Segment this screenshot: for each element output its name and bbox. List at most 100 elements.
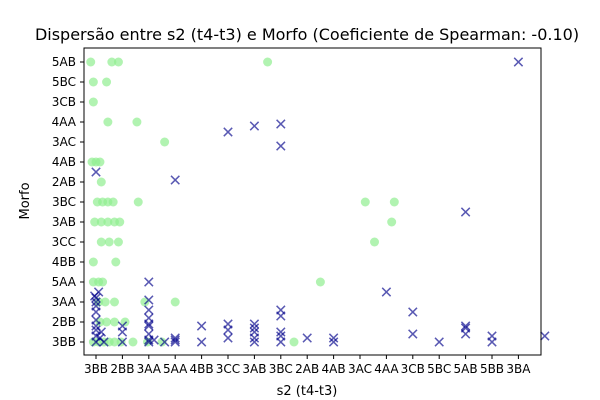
scatter-point-circle [120, 317, 130, 327]
x-tick-label: 5AB [454, 362, 478, 376]
scatter-point-circle [100, 297, 110, 307]
scatter-point-x [196, 321, 207, 331]
scatter-point-circle [132, 117, 142, 127]
scatter-point-x [487, 331, 497, 341]
scatter-point-circle [115, 217, 125, 227]
points-layer [86, 57, 550, 347]
y-tick-label: 3AB [52, 215, 76, 229]
scatter-point-x [144, 319, 154, 329]
scatter-point-circle [95, 157, 105, 167]
scatter-point-circle [108, 197, 118, 207]
y-tick-label: 2AB [52, 175, 76, 189]
y-tick-label: 5AB [52, 55, 76, 69]
x-tick-label: 3CB [401, 362, 425, 376]
scatter-point-x [223, 333, 233, 343]
x-tick-label: 2BB [110, 362, 134, 376]
scatter-point-x [513, 57, 524, 67]
y-tick-label: 3BC [52, 195, 76, 209]
scatter-point-circle [170, 297, 180, 307]
scatter-point-x [144, 295, 154, 305]
scatter-point-x [249, 319, 260, 329]
y-tick-label: 3CB [52, 95, 76, 109]
x-tick-label: 5BC [427, 362, 451, 376]
y-axis-ticks: 3BB 2BB 3AA 5AA 4BB 3CC 3AB 3BC 2AB 4AB 3AC 4AA 3CB 5… [52, 55, 84, 349]
y-tick-label: 4AA [52, 115, 77, 129]
scatter-point-circle [96, 237, 106, 247]
x-tick-label: 2AB [295, 362, 319, 376]
scatter-point-x [434, 337, 444, 347]
scatter-point-circle [113, 237, 123, 247]
scatter-point-circle [86, 57, 96, 67]
scatter-point-x [302, 333, 312, 343]
x-axis-label: s2 (t4-t3) [277, 384, 338, 399]
x-tick-label: 4AB [322, 362, 346, 376]
scatter-point-x [460, 207, 471, 217]
scatter-point-x [276, 119, 286, 129]
x-tick-label: 3AA [137, 362, 162, 376]
x-axis-ticks: 3BB 2BB 3AA 5AA 4BB 3CC 3AB 3BC 2AB 4AB 3AC 4AA 3CB 5… [84, 355, 531, 376]
scatter-point-x [144, 321, 154, 331]
scatter-point-x [196, 337, 207, 347]
scatter-point-circle [102, 77, 112, 87]
x-tick-label: 4BB [190, 362, 214, 376]
scatter-point-x [170, 175, 180, 185]
scatter-point-x [93, 287, 104, 297]
x-tick-label: 4AA [374, 362, 399, 376]
scatter-point-x [249, 121, 260, 131]
scatter-point-x [381, 287, 392, 297]
scatter-point-circle [111, 257, 121, 267]
scatter-point-x [149, 335, 159, 345]
x-tick-label: 3BC [269, 362, 293, 376]
scatter-point-x [170, 337, 180, 347]
scatter-point-x [144, 305, 154, 315]
x-tick-label: 5AA [163, 362, 188, 376]
scatter-point-circle [94, 297, 104, 307]
scatter-point-x [249, 333, 260, 343]
scatter-point-x [223, 127, 233, 137]
scatter-point-circle [109, 297, 119, 307]
scatter-point-x [117, 337, 128, 347]
scatter-point-circle [289, 337, 299, 347]
y-tick-label: 4BB [52, 255, 76, 269]
scatter-point-x [91, 167, 101, 177]
x-tick-label: 3CC [216, 362, 240, 376]
scatter-point-circle [107, 57, 117, 67]
scatter-point-x [170, 333, 180, 343]
scatter-point-circle [103, 217, 113, 227]
scatter-point-circle [98, 277, 108, 287]
scatter-point-circle [315, 277, 325, 287]
scatter-point-circle [96, 217, 106, 227]
scatter-point-circle [160, 137, 170, 147]
scatter-point-x [328, 337, 339, 347]
scatter-point-x [408, 329, 418, 339]
scatter-point-x [117, 327, 128, 337]
x-tick-label: 3BA [506, 362, 531, 376]
y-axis-label: Morfo [18, 182, 33, 219]
scatter-point-x [408, 307, 418, 317]
scatter-point-circle [109, 337, 119, 347]
scatter-point-circle [370, 237, 380, 247]
y-tick-label: 3CC [52, 235, 76, 249]
y-tick-label: 3AC [52, 135, 76, 149]
x-tick-label: 3AC [348, 362, 372, 376]
scatter-point-circle [128, 337, 138, 347]
scatter-point-x [159, 337, 170, 347]
scatter-point-x [91, 293, 101, 303]
scatter-point-x [223, 325, 233, 335]
scatter-point-x [460, 323, 471, 333]
scatter-point-circle [387, 217, 397, 227]
scatter-point-circle [133, 197, 143, 207]
x-tick-label: 3BB [84, 362, 108, 376]
y-tick-label: 4AB [52, 155, 76, 169]
scatter-point-circle [104, 237, 114, 247]
y-tick-label: 5BC [52, 75, 76, 89]
scatter-point-circle [113, 57, 123, 67]
scatter-point-x [276, 141, 286, 151]
scatter-point-circle [88, 97, 98, 107]
scatter-point-x [540, 331, 550, 341]
scatter-point-x [99, 337, 109, 347]
scatter-point-circle [157, 337, 167, 347]
scatter-point-x [170, 335, 180, 345]
x-tick-label: 5BB [480, 362, 504, 376]
